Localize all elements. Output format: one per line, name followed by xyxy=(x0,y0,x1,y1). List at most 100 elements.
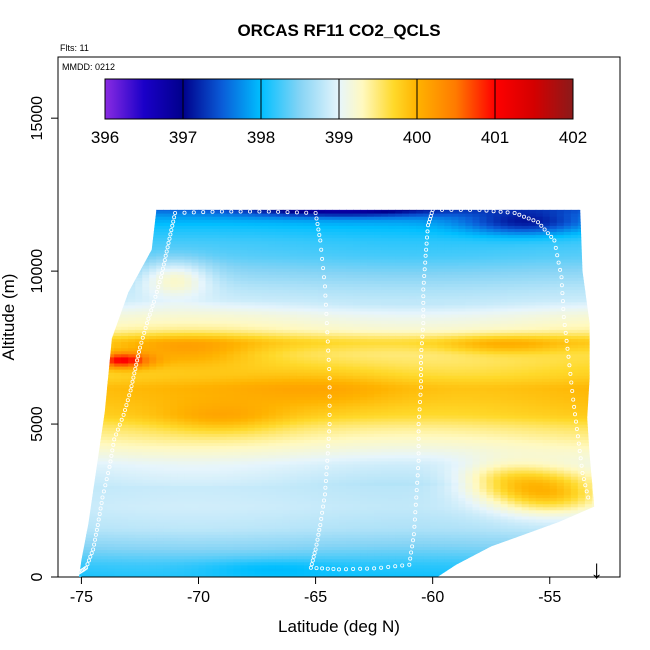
heatmap-cell xyxy=(184,225,192,229)
heatmap-cell xyxy=(79,209,80,214)
heatmap-cell xyxy=(184,506,192,511)
heatmap-cell xyxy=(219,482,228,486)
heatmap-cell xyxy=(339,353,347,358)
heatmap-cell xyxy=(149,209,157,211)
heatmap-cell xyxy=(303,497,312,502)
heatmap-cell xyxy=(310,445,319,450)
heatmap-cell xyxy=(282,329,291,333)
heatmap-cell xyxy=(296,393,305,398)
heatmap-cell xyxy=(219,384,228,388)
heatmap-cell xyxy=(107,521,115,526)
heatmap-cell xyxy=(79,225,80,229)
heatmap-cell xyxy=(296,430,305,434)
heatmap-cell xyxy=(93,295,101,300)
heatmap-cell xyxy=(177,479,185,483)
heatmap-cell xyxy=(339,482,347,486)
heatmap-cell xyxy=(353,549,361,554)
heatmap-cell xyxy=(149,344,157,349)
heatmap-cell xyxy=(346,564,354,569)
heatmap-cell xyxy=(317,341,326,346)
heatmap-cell xyxy=(339,558,347,563)
heatmap-cell xyxy=(79,347,80,352)
heatmap-cell xyxy=(205,567,214,572)
heatmap-cell xyxy=(289,295,298,300)
heatmap-cell xyxy=(332,405,340,410)
heatmap-cell xyxy=(247,216,256,220)
heatmap-cell xyxy=(353,274,361,278)
heatmap-cell xyxy=(79,494,87,499)
heatmap-cell xyxy=(212,283,221,288)
heatmap-cell xyxy=(135,393,143,398)
heatmap-cell xyxy=(296,525,305,529)
heatmap-cell xyxy=(149,258,157,263)
heatmap-cell xyxy=(310,454,319,459)
heatmap-cell xyxy=(233,509,242,514)
heatmap-cell xyxy=(114,482,122,486)
heatmap-cell xyxy=(128,436,136,440)
heatmap-cell xyxy=(268,213,277,217)
heatmap-cell xyxy=(107,261,115,266)
heatmap-cell xyxy=(156,381,164,385)
heatmap-cell xyxy=(205,537,214,541)
heatmap-cell xyxy=(121,209,129,211)
heatmap-cell xyxy=(191,329,200,333)
heatmap-cell xyxy=(149,549,157,554)
heatmap-cell xyxy=(142,375,150,379)
heatmap-cell xyxy=(303,323,312,327)
heatmap-cell xyxy=(93,219,101,223)
heatmap-cell xyxy=(353,265,361,269)
heatmap-cell xyxy=(282,347,291,352)
heatmap-cell xyxy=(219,473,228,477)
heatmap-cell xyxy=(332,277,340,281)
heatmap-cell xyxy=(254,463,263,468)
heatmap-cell xyxy=(156,457,164,462)
heatmap-cell xyxy=(317,271,326,275)
heatmap-cell xyxy=(135,457,143,462)
heatmap-cell xyxy=(303,246,312,251)
heatmap-cell xyxy=(212,249,221,254)
heatmap-cell xyxy=(79,537,80,541)
heatmap-cell xyxy=(128,494,136,499)
heatmap-cell xyxy=(247,261,256,266)
heatmap-cell xyxy=(163,393,171,398)
heatmap-cell xyxy=(114,503,122,508)
heatmap-cell xyxy=(149,531,157,535)
heatmap-cell xyxy=(191,384,200,388)
heatmap-cell xyxy=(240,411,249,416)
heatmap-cell xyxy=(289,228,298,232)
heatmap-cell xyxy=(233,216,242,220)
heatmap-cell xyxy=(142,445,150,450)
heatmap-cell xyxy=(184,463,192,468)
heatmap-cell xyxy=(177,494,185,499)
heatmap-cell xyxy=(128,497,136,502)
heatmap-cell xyxy=(114,521,122,526)
heatmap-cell xyxy=(163,460,171,465)
heatmap-cell xyxy=(107,280,115,284)
heatmap-cell xyxy=(100,292,108,297)
heatmap-cell xyxy=(121,442,129,447)
heatmap-cell xyxy=(310,369,319,373)
heatmap-cell xyxy=(114,378,122,382)
heatmap-cell xyxy=(275,356,284,361)
heatmap-cell xyxy=(86,277,94,281)
heatmap-cell xyxy=(324,543,333,548)
heatmap-cell xyxy=(240,289,249,294)
heatmap-cell xyxy=(163,500,171,505)
heatmap-cell xyxy=(79,476,87,480)
heatmap-cell xyxy=(156,469,164,474)
heatmap-cell xyxy=(247,427,256,431)
heatmap-cell xyxy=(332,564,340,569)
heatmap-cell xyxy=(142,561,150,566)
heatmap-cell xyxy=(353,494,361,499)
heatmap-cell xyxy=(121,365,129,370)
heatmap-cell xyxy=(170,476,178,480)
heatmap-cell xyxy=(268,209,277,211)
heatmap-cell xyxy=(93,323,101,327)
heatmap-cell xyxy=(205,283,214,288)
heatmap-cell xyxy=(156,216,164,220)
heatmap-cell xyxy=(212,500,221,505)
heatmap-cell xyxy=(254,433,263,437)
heatmap-cell xyxy=(240,384,249,388)
heatmap-cell xyxy=(289,433,298,437)
